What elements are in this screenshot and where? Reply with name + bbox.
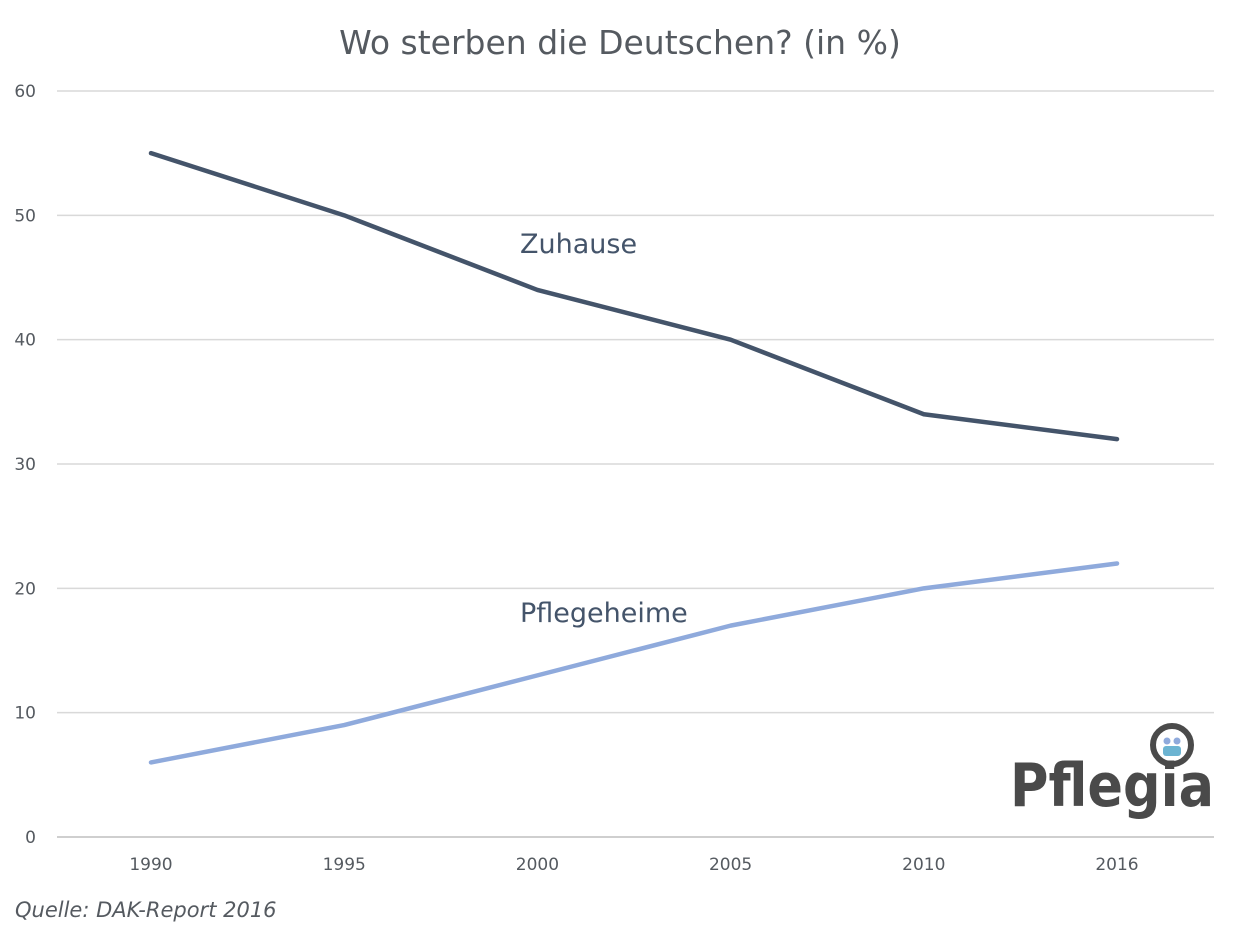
- y-tick-label: 20: [14, 579, 36, 599]
- x-tick-label: 2000: [516, 855, 559, 875]
- series-line-zuhause: [148, 150, 1120, 442]
- source-note: Quelle: DAK-Report 2016: [15, 898, 277, 922]
- magnifier-people-icon: [1150, 723, 1194, 767]
- y-tick-label: 60: [14, 82, 36, 102]
- y-axis: 0 10 20 30 40 50 60: [14, 82, 36, 848]
- x-axis: 1990 1995 2000 2005 2010 2016: [129, 855, 1138, 875]
- y-tick-label: 30: [14, 455, 36, 475]
- x-tick-label: 2005: [709, 855, 752, 875]
- series-lines: [148, 150, 1120, 765]
- y-tick-label: 50: [14, 206, 36, 226]
- x-tick-label: 1990: [129, 855, 172, 875]
- y-tick-label: 40: [14, 331, 36, 351]
- pflegia-logo: Pflegia: [1010, 723, 1214, 821]
- series-label-pflegeheime: Pflegeheime: [520, 598, 688, 629]
- chart-title: Wo sterben die Deutschen? (in %): [339, 23, 901, 62]
- logo-text: Pflegia: [1010, 751, 1214, 821]
- y-tick-label: 0: [25, 828, 36, 848]
- y-tick-label: 10: [14, 704, 36, 724]
- grid: [57, 90, 1214, 838]
- x-tick-label: 1995: [323, 855, 366, 875]
- series-label-zuhause: Zuhause: [520, 229, 637, 260]
- x-tick-label: 2016: [1095, 855, 1138, 875]
- series-line-pflegeheime: [148, 561, 1120, 765]
- x-tick-label: 2010: [902, 855, 945, 875]
